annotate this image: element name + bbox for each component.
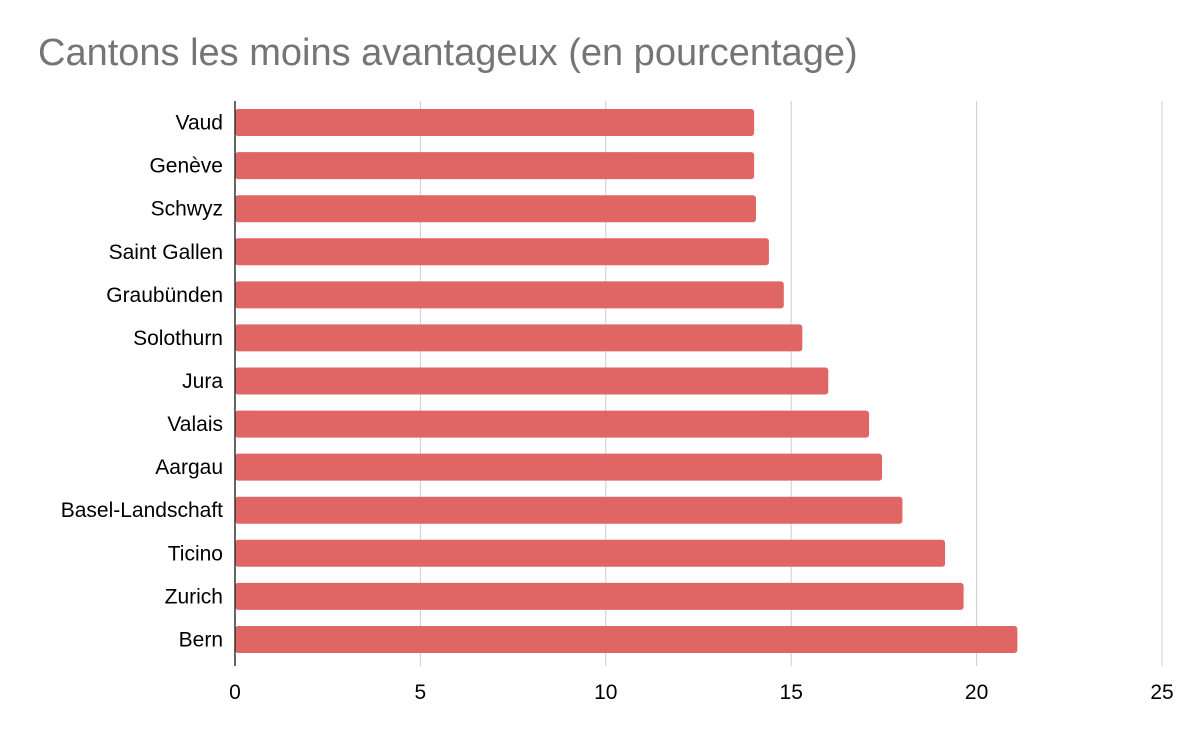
y-tick-label: Jura (182, 370, 223, 393)
x-tick-labels: 0 5 10 15 20 25 (229, 681, 1174, 704)
x-tick-label: 5 (415, 681, 427, 704)
bars (235, 109, 1018, 653)
y-tick-label: Genève (149, 155, 223, 178)
y-tick-label: Graubünden (106, 284, 223, 307)
bar (235, 324, 803, 352)
y-tick-label: Bern (179, 628, 223, 651)
bar (235, 410, 870, 438)
y-tick-label: Basel-Landschaft (61, 499, 223, 522)
bar (235, 367, 829, 395)
y-tick-label: Valais (167, 413, 223, 436)
bar (235, 281, 784, 309)
y-tick-label: Solothurn (133, 327, 223, 350)
x-tick-label: 10 (594, 681, 617, 704)
y-tick-label: Vaud (176, 112, 224, 135)
chart-title: Cantons les moins avantageux (en pourcen… (38, 32, 858, 74)
bar (235, 109, 755, 137)
bar (235, 539, 946, 567)
bar (235, 453, 883, 481)
y-tick-label: Aargau (155, 456, 223, 479)
x-tick-label: 15 (780, 681, 803, 704)
y-tick-label: Ticino (168, 542, 223, 565)
x-tick-label: 0 (229, 681, 241, 704)
y-tick-label: Schwyz (151, 198, 223, 221)
bar (235, 496, 903, 524)
bar (235, 195, 756, 223)
bar (235, 238, 769, 266)
x-tick-label: 20 (965, 681, 988, 704)
bar (235, 152, 755, 180)
y-tick-label: Saint Gallen (109, 241, 223, 264)
bar (235, 625, 1018, 653)
y-tick-label: Zurich (165, 585, 223, 608)
y-tick-labels: Vaud Genève Schwyz Saint Gallen Graubünden So… (61, 112, 224, 652)
bar (235, 582, 964, 610)
x-tick-label: 25 (1150, 681, 1173, 704)
